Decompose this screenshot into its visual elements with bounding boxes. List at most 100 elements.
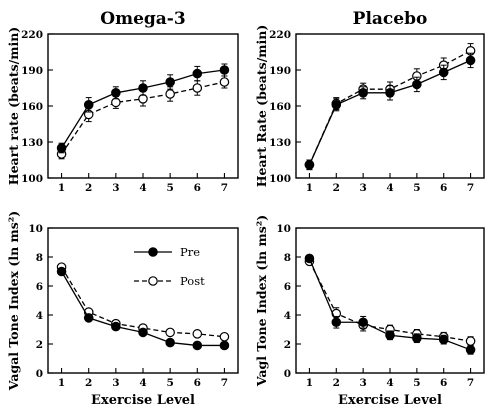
y-tick-label: 100 [21, 173, 43, 185]
data-point [465, 344, 476, 355]
x-tick-label: 5 [413, 377, 420, 389]
series-post [304, 43, 476, 171]
legend-item-pre: Pre [134, 245, 200, 259]
series-pre [56, 266, 230, 351]
y-tick-label: 0 [36, 368, 43, 380]
y-tick-label: 190 [21, 65, 43, 77]
y-tick-label: 2 [284, 339, 291, 351]
x-tick-label: 5 [166, 182, 173, 194]
x-tick-label: 2 [333, 377, 340, 389]
x-tick-label: 4 [139, 377, 146, 389]
x-tick-label: 1 [58, 182, 65, 194]
legend-label: Pre [180, 245, 200, 259]
plot-frame [47, 227, 239, 374]
data-point [56, 266, 67, 277]
y-tick-label: 10 [276, 223, 291, 235]
data-point [83, 100, 94, 110]
y-tick-label: 160 [21, 101, 43, 113]
plot-frame [295, 33, 485, 179]
y-tick-label: 2 [36, 339, 43, 351]
data-point [465, 55, 476, 66]
series-pre [304, 253, 476, 355]
y-tick-label: 100 [269, 173, 291, 185]
data-point [83, 313, 94, 323]
legend-label: Post [180, 274, 205, 288]
x-tick-label: 7 [221, 377, 228, 389]
column-title-omega3: Omega-3 [100, 9, 185, 29]
y-axis-label: Vagl Tone Index (ln ms²) [254, 215, 269, 387]
data-point [438, 334, 449, 345]
y-tick-label: 190 [269, 65, 291, 77]
data-point [165, 77, 175, 87]
data-point [438, 67, 449, 78]
data-point [358, 317, 368, 328]
x-tick-label: 3 [112, 377, 119, 389]
data-point [219, 65, 230, 75]
y-tick-label: 0 [284, 368, 291, 380]
data-point [358, 88, 368, 98]
x-tick-label: 2 [85, 377, 92, 389]
data-point [412, 79, 422, 90]
y-axis-label: Vagal Tone Index (ln ms²) [6, 211, 21, 391]
y-tick-label: 10 [28, 223, 43, 235]
data-point [111, 321, 121, 332]
column-title-placebo: Placebo [353, 9, 428, 29]
x-tick-label: 1 [58, 377, 65, 389]
series-pre [304, 52, 476, 171]
x-tick-label: 4 [139, 182, 146, 194]
data-point [465, 336, 476, 346]
data-point [385, 330, 395, 341]
data-point [304, 160, 315, 170]
y-tick-label: 6 [284, 281, 291, 293]
x-tick-label: 6 [440, 182, 447, 194]
data-point [412, 333, 422, 343]
data-point [304, 253, 315, 264]
data-point [111, 97, 121, 108]
data-point [385, 88, 395, 98]
y-axis-label: Heart Rate (beats/min) [254, 25, 269, 188]
legend: Pre Post [134, 245, 205, 288]
x-tick-label: 1 [306, 182, 313, 194]
x-tick-label: 5 [413, 182, 420, 194]
data-point [219, 331, 230, 342]
y-tick-label: 8 [284, 252, 291, 264]
y-axis-label: Heart rate (beats/min) [6, 27, 21, 185]
legend-marker [148, 276, 158, 286]
x-tick-label: 4 [386, 182, 393, 194]
x-axis-label: Exercise Level [91, 393, 195, 408]
y-tick-label: 6 [36, 281, 43, 293]
panel-2: 100 130 160 190 220 1 2 3 4 5 6 7 Heart Rate (beats/… [254, 25, 485, 194]
legend-marker [148, 247, 158, 257]
data-point [192, 83, 203, 93]
x-tick-label: 3 [359, 182, 366, 194]
data-point [192, 68, 203, 79]
x-tick-label: 6 [194, 377, 201, 389]
data-point [331, 317, 342, 328]
y-tick-label: 220 [269, 29, 291, 41]
y-tick-label: 4 [36, 310, 43, 322]
data-point [331, 100, 342, 110]
data-point [192, 340, 203, 351]
y-tick-label: 160 [269, 101, 291, 113]
x-tick-label: 2 [333, 182, 340, 194]
data-point [56, 143, 67, 153]
x-tick-label: 6 [194, 182, 201, 194]
x-tick-label: 7 [467, 182, 474, 194]
data-point [165, 89, 175, 99]
panel-1: 100 130 160 190 220 1 2 3 4 5 6 7 Heart rate (beats/… [6, 27, 239, 194]
x-axis-label: Exercise Level [338, 393, 442, 408]
y-tick-label: 4 [284, 310, 291, 322]
legend-item-post: Post [134, 274, 205, 288]
data-point [138, 83, 148, 93]
plot-frame [295, 227, 485, 374]
x-tick-label: 7 [221, 182, 228, 194]
y-tick-label: 130 [21, 137, 43, 149]
data-point [219, 77, 230, 87]
data-point [165, 337, 175, 348]
data-point [138, 327, 148, 338]
x-tick-label: 6 [440, 377, 447, 389]
